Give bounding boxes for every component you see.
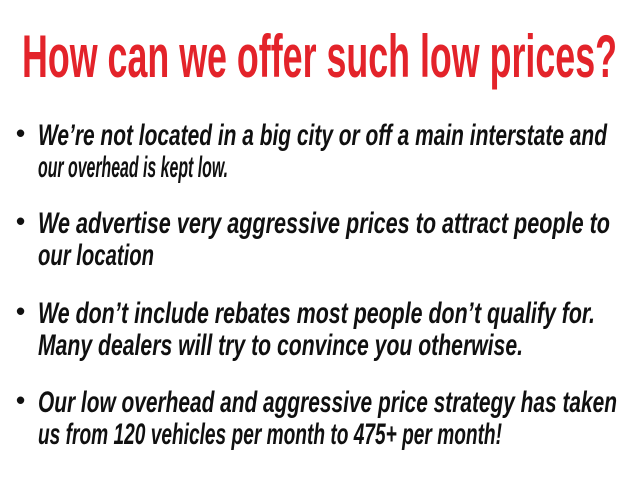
bullet-dot-icon: • bbox=[16, 206, 25, 236]
bullet-1-line-1: We’re not located in a big city or off a… bbox=[38, 119, 607, 152]
bullet-dot-icon: • bbox=[16, 118, 25, 148]
bullet-2-line-2: our location bbox=[38, 239, 154, 272]
bullet-2-line-1: We advertise very aggressive prices to a… bbox=[38, 207, 610, 240]
bullet-1-line-2: our overhead is kept low. bbox=[38, 151, 228, 184]
bullet-4-line-2: us from 120 vehicles per month to 475+ p… bbox=[38, 418, 502, 451]
bullet-4-line-1: Our low overhead and aggressive price st… bbox=[38, 386, 617, 419]
bullet-dot-icon: • bbox=[16, 385, 25, 415]
bullet-3-line-2: Many dealers will try to convince you ot… bbox=[38, 329, 523, 362]
bullet-dot-icon: • bbox=[16, 296, 25, 326]
bullet-3-line-1: We don’t include rebates most people don… bbox=[38, 297, 595, 330]
page-title: How can we offer such low prices? bbox=[22, 23, 617, 90]
